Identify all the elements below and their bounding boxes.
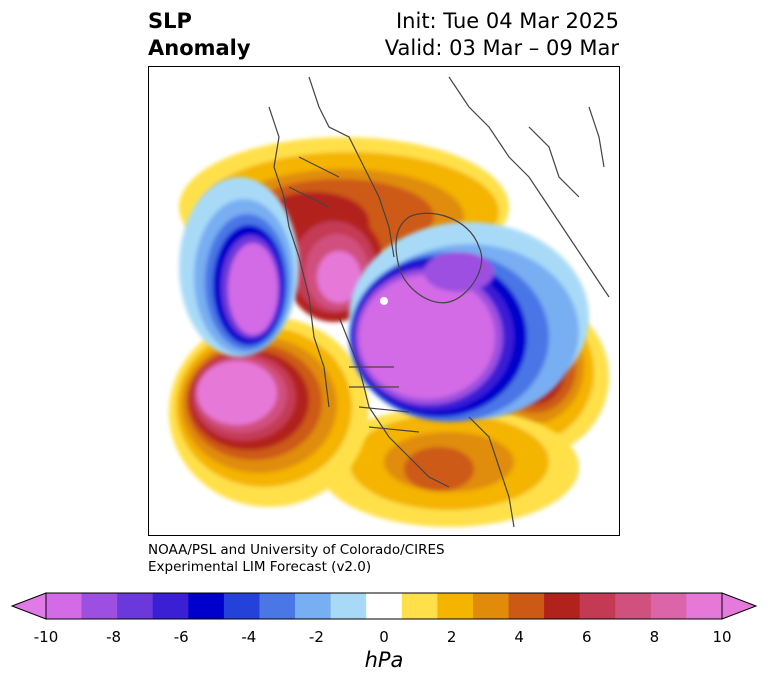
positive-field-atlantic: [169, 317, 369, 507]
colorbar-swatch: [259, 593, 296, 619]
colorbar-swatch: [615, 593, 652, 619]
coastlines: [268, 76, 610, 528]
colorbar-unit: hPa: [364, 648, 404, 672]
colorbar: [10, 592, 758, 620]
colorbar-swatch: [46, 593, 83, 619]
colorbar-tick-label: 8: [649, 628, 660, 646]
title-line-1: SLP: [148, 9, 192, 33]
colorbar-under-arrow: [10, 592, 47, 620]
pole-marker: [380, 297, 388, 305]
colorbar-swatch: [437, 593, 474, 619]
colorbar-swatch: [152, 593, 189, 619]
slp-anomaly-map: [169, 76, 610, 528]
colorbar-swatch: [188, 593, 225, 619]
colorbar-tick-label: 10: [712, 628, 732, 646]
negative-field-west-pacific: [179, 177, 299, 357]
colorbar-tick-label: 0: [379, 628, 389, 646]
title-line-2: Anomaly: [148, 36, 251, 60]
colorbar-ticks: -10 -8 -6 -4 -2 0 2 4 6 8 10: [0, 628, 768, 648]
colorbar-frame: [45, 592, 723, 620]
colorbar-swatch: [366, 593, 403, 619]
credit-line-2: Experimental LIM Forecast (v2.0): [148, 559, 372, 575]
credit: NOAA/PSL and University of Colorado/CIRE…: [148, 542, 445, 576]
colorbar-tick-label: -8: [106, 628, 122, 646]
colorbar-swatch: [81, 593, 118, 619]
colorbar-tick-label: -2: [308, 628, 324, 646]
colorbar-swatch: [579, 593, 616, 619]
valid-date: Valid: 03 Mar – 09 Mar: [384, 36, 619, 60]
colorbar-tick-label: -4: [241, 628, 257, 646]
credit-line-1: NOAA/PSL and University of Colorado/CIRE…: [148, 542, 445, 558]
colorbar-swatch: [544, 593, 581, 619]
forecast-dates: Init: Tue 04 Mar 2025 Valid: 03 Mar – 09…: [385, 8, 619, 62]
colorbar-swatch: [223, 593, 260, 619]
colorbar-swatch: [117, 593, 154, 619]
chart-title: SLP Anomaly: [148, 8, 251, 62]
colorbar-tick-label: 6: [582, 628, 592, 646]
positive-field-south: [319, 407, 579, 527]
colorbar-tick-label: -6: [173, 628, 189, 646]
colorbar-swatch: [295, 593, 332, 619]
colorbar-swatch: [401, 593, 438, 619]
colorbar-over-arrow: [721, 592, 758, 620]
colorbar-swatch: [508, 593, 545, 619]
colorbar-tick-label: 4: [514, 628, 524, 646]
colorbar-swatch: [650, 593, 687, 619]
colorbar-swatch: [330, 593, 367, 619]
map-panel: [148, 66, 620, 536]
colorbar-tick-label: -10: [33, 628, 59, 646]
colorbar-swatch: [686, 593, 723, 619]
colorbar-tick-label: 2: [446, 628, 457, 646]
init-date: Init: Tue 04 Mar 2025: [395, 9, 619, 33]
negative-field-arctic: [349, 222, 589, 422]
colorbar-swatch: [472, 593, 510, 619]
